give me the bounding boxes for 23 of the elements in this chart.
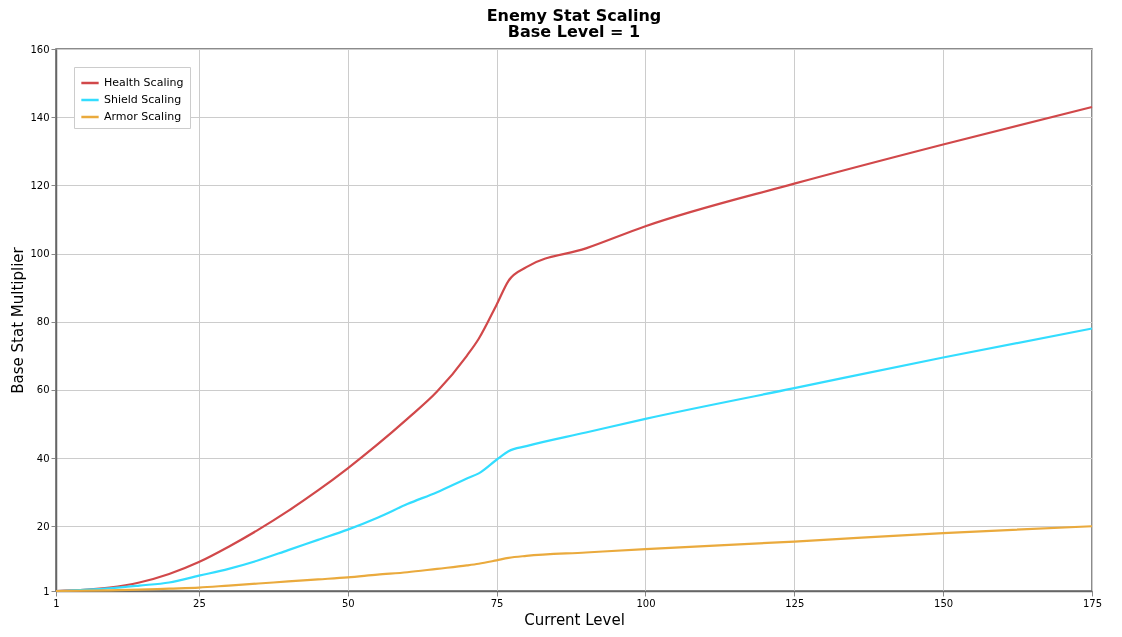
y-tick-label: 160 xyxy=(30,43,50,55)
chart-title: Enemy Stat Scaling xyxy=(486,6,662,25)
y-tick-label: 1 xyxy=(43,585,50,597)
y-tick-label: 140 xyxy=(30,111,50,123)
y-tick-label: 120 xyxy=(30,179,50,191)
x-tick-label: 125 xyxy=(785,597,805,609)
x-tick-label: 50 xyxy=(341,597,355,609)
y-tick-label: 20 xyxy=(36,520,50,532)
x-tick-label: 1 xyxy=(53,597,60,609)
x-tick-label: 150 xyxy=(934,597,954,609)
legend-label: Shield Scaling xyxy=(104,93,182,106)
legend-label: Armor Scaling xyxy=(104,110,182,123)
x-tick-label: 100 xyxy=(636,597,656,609)
y-tick-label: 60 xyxy=(36,384,50,396)
x-axis-title: Current Level xyxy=(524,610,625,629)
y-tick-label: 80 xyxy=(36,316,50,328)
x-tick-label: 175 xyxy=(1082,597,1103,609)
legend-label: Health Scaling xyxy=(104,76,184,89)
x-tick-label: 75 xyxy=(490,597,504,609)
y-tick-label: 100 xyxy=(30,248,50,260)
y-tick-label: 40 xyxy=(36,452,50,464)
y-axis-title: Base Stat Multiplier xyxy=(9,246,28,394)
x-tick-label: 25 xyxy=(193,597,206,609)
